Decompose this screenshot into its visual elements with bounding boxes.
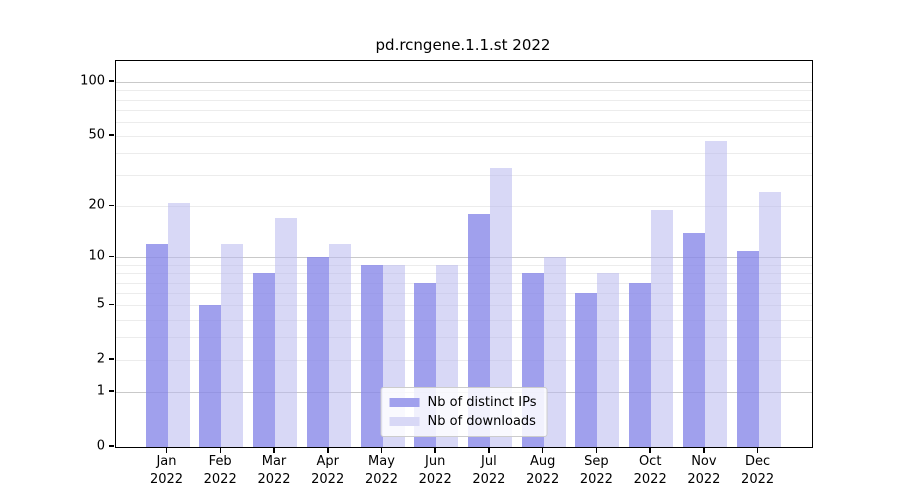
gridline [116,121,812,123]
x-tick-mark [649,447,651,453]
x-tick-mark [380,447,383,453]
gridline [116,273,812,275]
bar-downloads [543,257,566,447]
bar-distinct-ips [360,264,383,447]
bar-downloads [489,168,512,447]
x-tick-mark [434,447,436,453]
y-axis-tick-label: 0 [96,438,105,454]
bar-distinct-ips [575,293,598,447]
x-axis-tick-label: May 2022 [364,454,399,487]
x-axis-tick-label: Nov 2022 [687,454,721,487]
bar-downloads [597,273,620,447]
bar-downloads [758,192,781,447]
legend-swatch-downloads-icon [389,417,420,426]
y-axis-tick-label: 100 [80,73,105,89]
gridline [116,82,812,83]
bar-downloads [275,218,297,447]
gridline [116,206,812,208]
x-tick-mark [327,447,329,453]
y-tick-mark [108,445,114,447]
gridline [116,305,812,307]
bar-downloads [328,244,351,447]
x-tick-mark [541,447,544,453]
gridline [116,153,812,155]
x-axis-tick-label: Apr 2022 [311,454,345,487]
y-tick-mark [108,80,114,82]
y-tick-mark [108,390,114,392]
x-tick-mark [488,447,490,453]
x-tick-mark [756,447,759,453]
y-tick-mark [108,303,114,305]
gridline [116,319,812,321]
x-tick-mark [273,447,275,453]
bar-downloads [651,210,674,447]
x-tick-mark [595,447,598,453]
bar-distinct-ips [736,250,759,447]
x-tick-mark [703,447,705,453]
x-axis-tick-label: Sep 2022 [579,454,613,487]
gridline [116,257,812,259]
y-axis-tick-label: 5 [96,296,105,312]
y-axis-tick-label: 50 [88,127,105,143]
x-axis-tick-label: Mar 2022 [257,454,291,487]
legend-item-distinct-ips: Nb of distinct IPs [389,393,537,412]
bar-distinct-ips [682,232,705,447]
chart-title: pd.rcngene.1.1.st 2022 [375,36,551,54]
bar-downloads [167,202,190,447]
gridline [116,293,812,295]
gridline [116,90,812,92]
bar-downloads [704,140,727,447]
bar-distinct-ips [145,244,168,447]
gridline [116,99,812,101]
y-axis-tick-label: 2 [96,351,105,367]
gridline [116,337,812,339]
bar-distinct-ips [199,305,222,447]
x-axis-tick-label: Aug 2022 [526,454,560,487]
y-tick-mark [108,255,114,258]
y-tick-mark [108,134,114,136]
x-tick-mark [219,447,221,453]
x-axis-tick-label: Dec 2022 [741,454,775,487]
legend-swatch-distinct-ips-icon [389,398,420,407]
y-axis-tick-label: 20 [88,197,105,213]
bar-distinct-ips [253,273,275,447]
x-tick-mark [165,447,168,453]
bar-downloads [221,244,244,447]
y-axis-tick-label: 1 [96,383,105,399]
x-axis-tick-label: Jul 2022 [472,454,506,487]
legend: Nb of distinct IPs Nb of downloads [380,387,548,437]
x-axis-tick-label: Oct 2022 [633,454,667,487]
x-axis-tick-label: Jan 2022 [149,454,184,487]
gridline [116,282,812,284]
y-tick-mark [108,204,114,206]
gridline [116,360,812,362]
legend-label-downloads: Nb of downloads [427,414,536,429]
gridline [116,136,812,137]
y-axis-tick-label: 10 [88,248,105,264]
y-tick-mark [108,358,114,360]
x-axis-tick-label: Feb 2022 [203,454,237,487]
legend-item-downloads: Nb of downloads [389,412,537,431]
plot-area: Nb of distinct IPs Nb of downloads [115,60,813,448]
bar-distinct-ips [306,257,329,447]
x-axis-tick-label: Jun 2022 [418,454,452,487]
gridline [116,175,812,177]
gridline [116,109,812,111]
legend-label-distinct-ips: Nb of distinct IPs [427,395,537,410]
gridline [116,264,812,266]
bar-distinct-ips [629,282,652,447]
